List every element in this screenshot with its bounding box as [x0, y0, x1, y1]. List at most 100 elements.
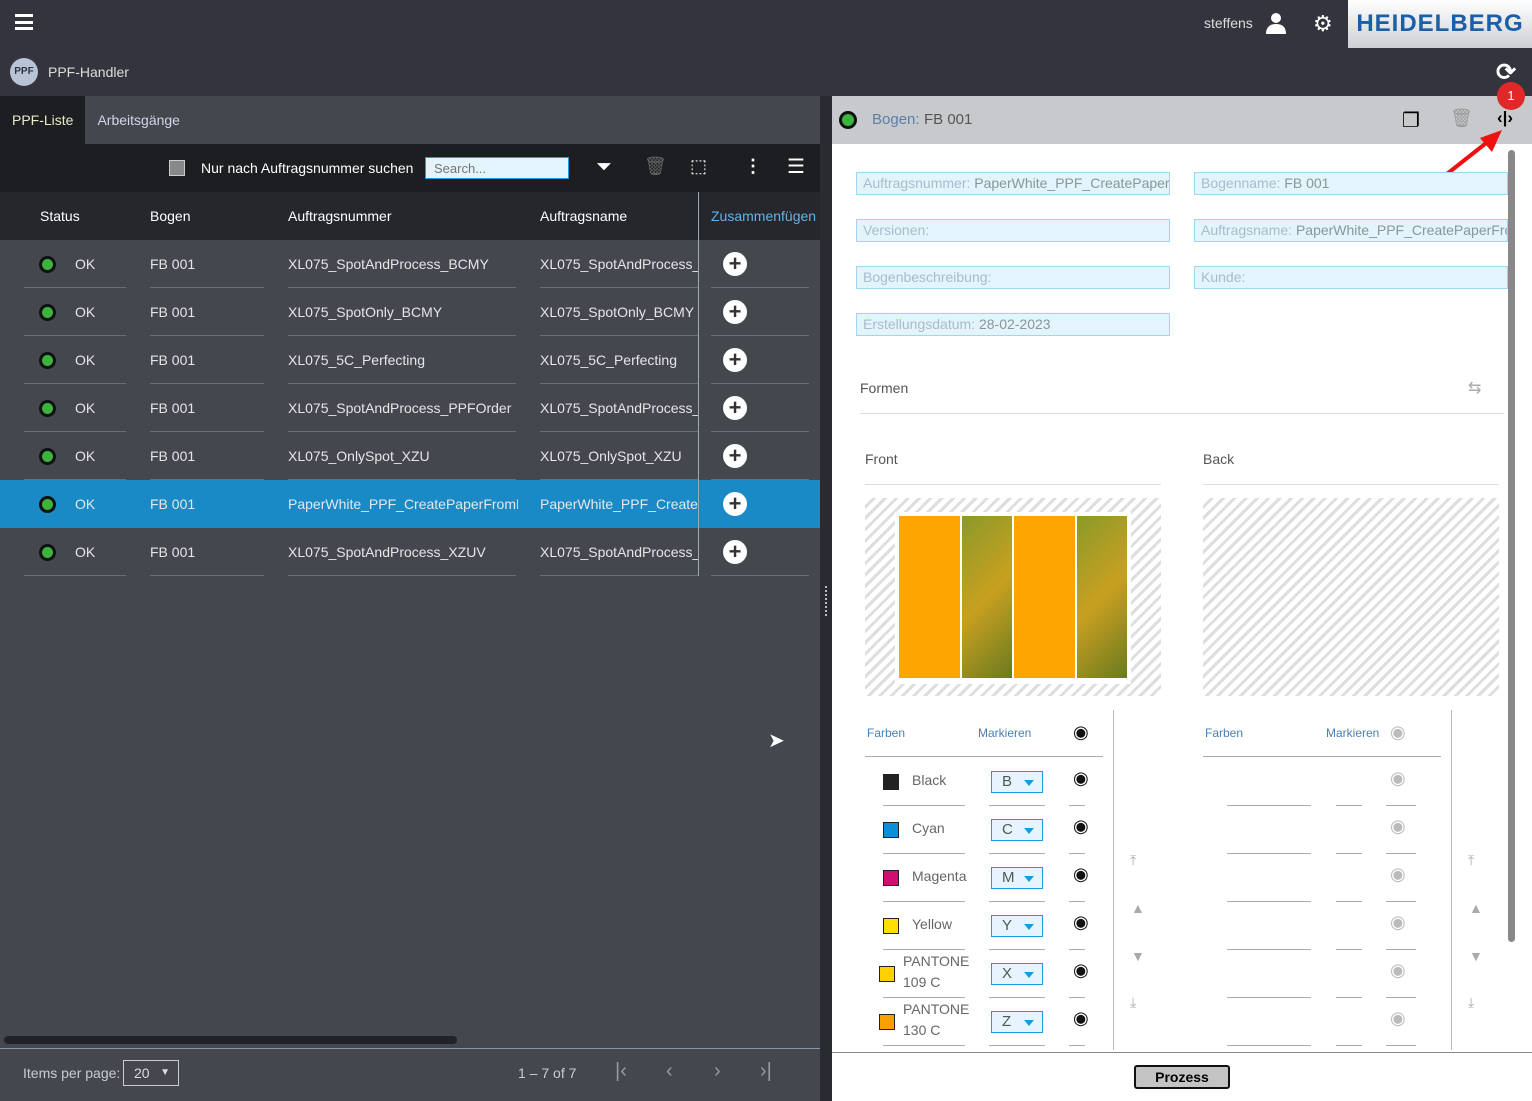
formen-divider	[860, 413, 1504, 414]
back-eye-all-icon[interactable]: ◉	[1390, 722, 1406, 742]
eye-icon[interactable]: ◉	[1073, 912, 1089, 932]
col-zusammenfuegen[interactable]: Zusammenfügen	[711, 208, 817, 224]
refresh-icon[interactable]: ⟳	[1496, 59, 1517, 86]
color-name: Magenta	[912, 868, 967, 884]
field-auftragsnummer[interactable]: Auftragsnummer: PaperWhite_PPF_CreatePap…	[856, 172, 1170, 195]
add-merge-icon[interactable]: +	[723, 348, 747, 372]
back-markieren-header: Markieren	[1326, 726, 1380, 740]
table-row[interactable]: OK FB 001 XL075_OnlySpot_XZU XL075_OnlyS…	[0, 432, 820, 480]
search-by-number-checkbox[interactable]	[169, 160, 185, 176]
detail-panel: Bogen: FB 001 ❐ 🗑 ‹|› 1 Auftragsnummer: …	[832, 82, 1532, 1101]
move-top-icon[interactable]: ⤒	[1130, 852, 1137, 868]
add-merge-icon[interactable]: +	[723, 252, 747, 276]
field-versionen[interactable]: Versionen:	[856, 219, 1170, 242]
detail-scrollbar[interactable]	[1508, 150, 1515, 942]
more-vert-icon[interactable]: ⋮	[744, 156, 762, 176]
field-label: Bogenname:	[1201, 175, 1281, 191]
back-eye-icon[interactable]: ◉	[1390, 864, 1406, 884]
field-value: FB 001	[1284, 175, 1330, 191]
last-page-icon[interactable]: ›|	[760, 1060, 772, 1082]
back-preview[interactable]	[1203, 498, 1499, 696]
panel-splitter[interactable]	[820, 96, 832, 1101]
horizontal-scrollbar[interactable]	[4, 1036, 457, 1044]
filter-icon[interactable]: ⏷	[596, 156, 612, 178]
items-per-page-select[interactable]: 20 ▼	[123, 1060, 179, 1086]
user-icon[interactable]	[1265, 12, 1287, 34]
delete-icon[interactable]: 🗑	[644, 156, 667, 176]
field-bogenname[interactable]: Bogenname: FB 001	[1194, 172, 1508, 195]
field-kunde[interactable]: Kunde:	[1194, 266, 1508, 289]
field-auftragsname[interactable]: Auftragsname: PaperWhite_PPF_CreatePaper…	[1194, 219, 1508, 242]
add-merge-icon[interactable]: +	[723, 444, 747, 468]
back-eye-icon[interactable]: ◉	[1390, 912, 1406, 932]
copy-icon[interactable]: ❐	[1402, 110, 1420, 132]
col-auftragsname[interactable]: Auftragsname	[540, 208, 628, 224]
sticky-column-divider	[698, 192, 699, 576]
add-merge-icon[interactable]: +	[723, 300, 747, 324]
field-erstellungsdatum[interactable]: Erstellungsdatum: 28-02-2023	[856, 313, 1170, 336]
back-eye-icon[interactable]: ◉	[1390, 960, 1406, 980]
back-eye-icon[interactable]: ◉	[1390, 1008, 1406, 1028]
eye-all-icon[interactable]: ◉	[1073, 722, 1089, 742]
add-merge-icon[interactable]: +	[723, 492, 747, 516]
swap-icon[interactable]: ⇆	[1468, 380, 1482, 397]
back-move-bottom-icon[interactable]: ⤓	[1468, 994, 1475, 1010]
mark-select[interactable]: Y	[991, 915, 1043, 937]
eye-icon[interactable]: ◉	[1073, 1008, 1089, 1028]
markieren-header: Markieren	[978, 726, 1032, 740]
table-row[interactable]: OK FB 001 XL075_SpotAndProcess_PPFOrder …	[0, 384, 820, 432]
back-move-up-icon[interactable]: ▲	[1469, 900, 1483, 916]
col-bogen[interactable]: Bogen	[150, 208, 191, 224]
tab-arbeitsgaenge[interactable]: Arbeitsgänge	[97, 112, 180, 128]
gear-icon[interactable]: ⚙	[1313, 11, 1333, 36]
hamburger-menu-icon[interactable]	[15, 14, 33, 30]
color-row: PANTONE 130 C Z ◉ ◉	[832, 998, 1532, 1046]
tab-bar: PPF-Liste Arbeitsgänge	[0, 96, 820, 144]
eye-icon[interactable]: ◉	[1073, 864, 1089, 884]
back-eye-icon[interactable]: ◉	[1390, 816, 1406, 836]
back-eye-icon[interactable]: ◉	[1390, 768, 1406, 788]
add-merge-icon[interactable]: +	[723, 540, 747, 564]
front-preview[interactable]	[865, 498, 1161, 696]
back-move-top-icon[interactable]: ⤒	[1468, 852, 1475, 868]
col-status[interactable]: Status	[40, 208, 80, 224]
first-page-icon[interactable]: |‹	[615, 1060, 627, 1082]
table-row[interactable]: OK FB 001 XL075_SpotOnly_BCMY XL075_Spot…	[0, 288, 820, 336]
add-merge-icon[interactable]: +	[723, 396, 747, 420]
column-settings-icon[interactable]: ☰	[787, 156, 805, 178]
mark-select[interactable]: B	[991, 771, 1043, 793]
mark-select[interactable]: X	[991, 963, 1043, 985]
mark-select[interactable]: C	[991, 819, 1043, 841]
delete-icon[interactable]: 🗑	[1450, 108, 1473, 128]
move-bottom-icon[interactable]: ⤓	[1130, 994, 1137, 1010]
table-header: Status Bogen Auftragsnummer Auftragsname…	[0, 192, 820, 240]
table-row[interactable]: OK FB 001 XL075_SpotAndProcess_BCMY XL07…	[0, 240, 820, 288]
field-value: PaperWhite_PPF_CreatePaperFromPPF	[1295, 222, 1507, 238]
search-input[interactable]	[425, 157, 569, 179]
auftragsnummer-cell: XL075_5C_Perfecting	[288, 352, 425, 368]
status-ok-icon	[39, 256, 56, 273]
back-col-divider	[1451, 710, 1452, 1050]
tab-ppf-liste[interactable]: PPF-Liste	[0, 96, 86, 144]
mark-select[interactable]: M	[991, 867, 1043, 889]
mark-value: X	[1002, 965, 1013, 982]
move-up-icon[interactable]: ▲	[1131, 900, 1145, 916]
field-bogenbeschreibung[interactable]: Bogenbeschreibung:	[856, 266, 1170, 289]
eye-icon[interactable]: ◉	[1073, 816, 1089, 836]
back-move-down-icon[interactable]: ▼	[1469, 948, 1483, 964]
next-page-icon[interactable]: ›	[714, 1060, 721, 1082]
field-label: Auftragsnummer:	[863, 175, 971, 191]
eye-icon[interactable]: ◉	[1073, 768, 1089, 788]
mark-select[interactable]: Z	[991, 1011, 1043, 1033]
eye-icon[interactable]: ◉	[1073, 960, 1089, 980]
process-button[interactable]: Prozess	[1134, 1065, 1230, 1089]
col-auftragsnummer[interactable]: Auftragsnummer	[288, 208, 392, 224]
table-row[interactable]: OK FB 001 XL075_5C_Perfecting XL075_5C_P…	[0, 336, 820, 384]
table-row[interactable]: OK FB 001 XL075_SpotAndProcess_XZUV XL07…	[0, 528, 820, 576]
table-row[interactable]: OK FB 001 PaperWhite_PPF_CreatePaperFrom…	[0, 480, 820, 528]
auftragsnummer-cell: PaperWhite_PPF_CreatePaperFromPPF	[288, 496, 518, 512]
split-view-toggle-icon[interactable]: ‹|›	[1497, 108, 1514, 127]
select-all-icon[interactable]: ⬚	[690, 156, 708, 176]
prev-page-icon[interactable]: ‹	[666, 1060, 673, 1082]
move-down-icon[interactable]: ▼	[1131, 948, 1145, 964]
